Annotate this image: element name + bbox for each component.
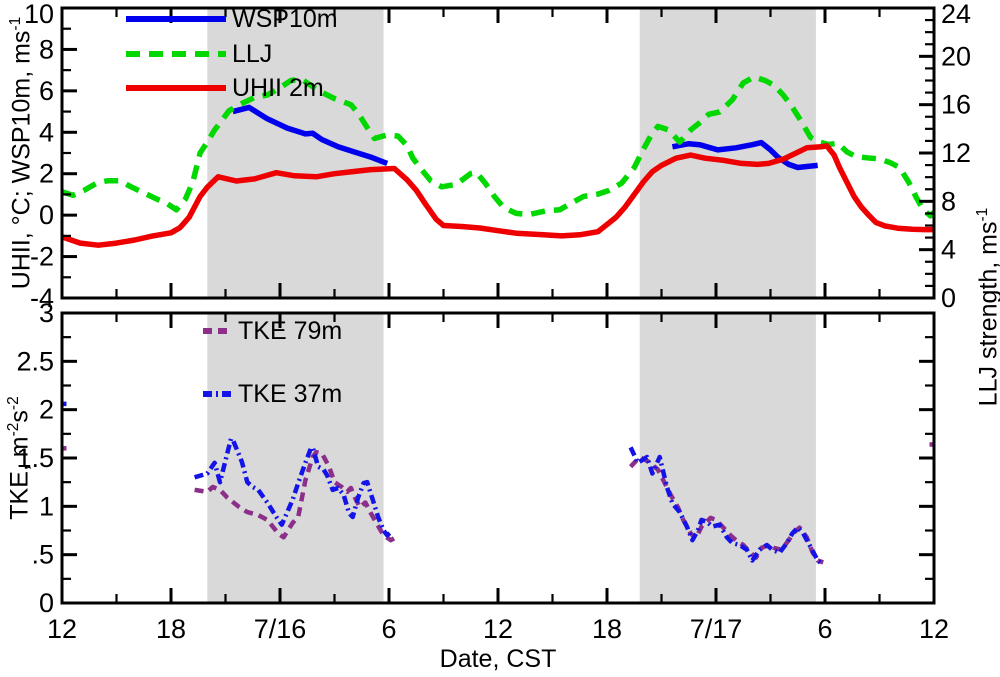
llj-curve [62, 74, 934, 219]
legend-item-uhii: UHII 2m [126, 74, 324, 102]
tke37-line-sample [203, 391, 232, 397]
tke79-line-sample [203, 328, 232, 334]
right-tick-label: 16 [941, 90, 971, 120]
bottom-left-tick-label: 1 [39, 491, 54, 521]
wsp10m-legend-label: WSP10m [232, 5, 338, 33]
right-axis-title: LLJ strength, ms-1 [974, 207, 1000, 407]
top-left-tick-label: -4 [30, 283, 54, 313]
x-tick-label: 12 [919, 614, 949, 644]
x-tick-label: 12 [483, 614, 513, 644]
tke37-legend-label: TKE 37m [238, 380, 343, 408]
x-axis-title: Date, CST [439, 645, 557, 673]
top-left-tick-label: 8 [39, 34, 54, 64]
top-left-tick-label: 10 [24, 0, 54, 29]
legend-item-tke37: TKE 37m [203, 380, 342, 408]
legend-item-wsp10m: WSP10m [126, 5, 338, 33]
llj-legend-label: LLJ [232, 40, 273, 68]
tke-37m-curve [628, 446, 823, 566]
top-left-tick-label: 0 [39, 200, 54, 230]
wsp10m-line-sample [126, 16, 226, 22]
tke-37m-curve [193, 436, 395, 538]
bottom-left-tick-label: .5 [31, 540, 54, 570]
legend-item-tke79: TKE 79m [203, 317, 342, 345]
legend-item-llj: LLJ [126, 40, 272, 68]
night-shading-band [639, 8, 816, 298]
x-tick-label: 18 [156, 614, 186, 644]
top-left-tick-label: 2 [39, 159, 54, 189]
right-tick-label: 4 [941, 235, 956, 265]
bottom-left-tick-label: 2.5 [16, 346, 54, 376]
uhii-legend-label: UHII 2m [232, 74, 324, 102]
x-tick-label: 18 [592, 614, 622, 644]
x-tick-label: 12 [47, 614, 77, 644]
uhii-line-sample [126, 85, 226, 91]
right-tick-label: 12 [941, 138, 971, 168]
top-left-tick-label: -2 [30, 242, 54, 272]
x-tick-label: 6 [817, 614, 832, 644]
night-shading-band [639, 313, 816, 603]
bottom-left-tick-label: 0 [39, 588, 54, 618]
right-tick-label: 24 [941, 0, 971, 29]
wsp10m-curve [671, 139, 818, 171]
tke79-legend-label: TKE 79m [238, 317, 343, 345]
uhii-2m-curve [62, 143, 934, 248]
wsp10m-curve [232, 104, 389, 166]
top-left-axis-title: UHII, °C; WSP10m, ms-1 [7, 16, 36, 290]
x-tick-label: 7/17 [690, 614, 743, 644]
bottom-left-tick-label: 3 [39, 298, 54, 328]
bottom-left-axis-title: TKE, m-2s-2 [5, 396, 34, 520]
bottom-left-tick-label: 2 [39, 395, 54, 425]
bottom-left-tick-label: 1.5 [16, 443, 54, 473]
llj-line-sample [126, 51, 226, 57]
right-tick-label: 20 [941, 41, 971, 71]
night-shading-band [207, 313, 384, 603]
x-tick-label: 7/16 [254, 614, 307, 644]
right-tick-label: 0 [941, 283, 956, 313]
top-left-tick-label: 4 [39, 117, 54, 147]
right-tick-label: 8 [941, 186, 956, 216]
x-tick-label: 6 [381, 614, 396, 644]
top-left-tick-label: 6 [39, 76, 54, 106]
